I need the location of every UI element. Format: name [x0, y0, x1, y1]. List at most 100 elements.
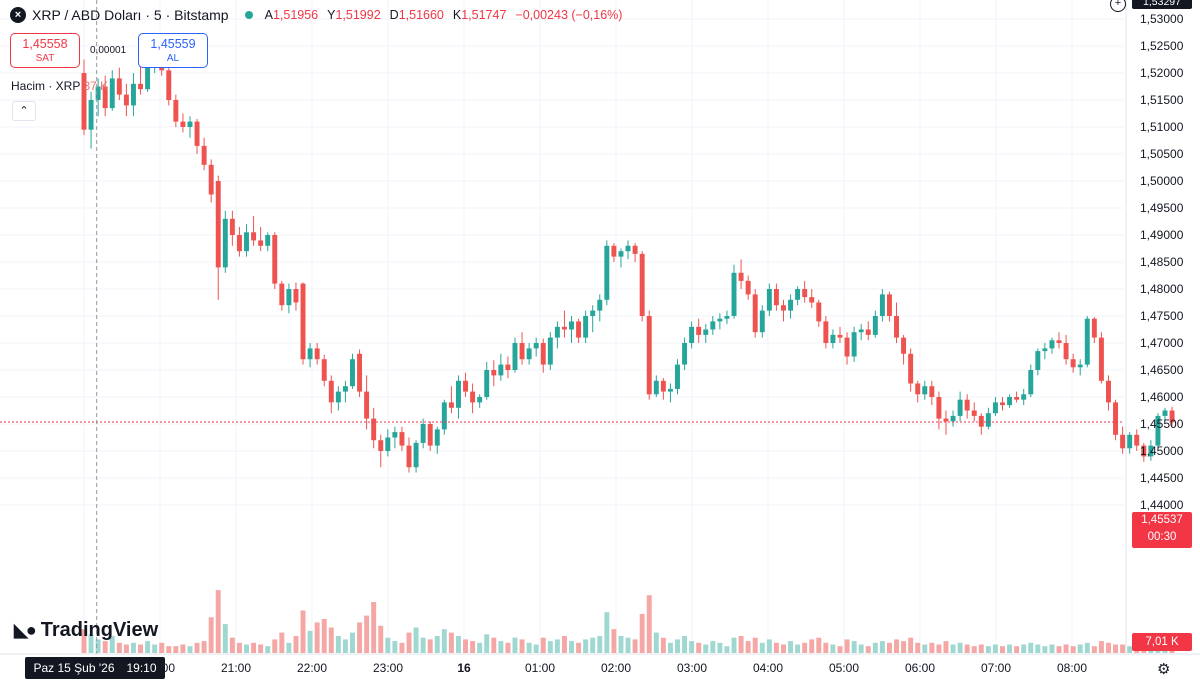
x-close-icon[interactable]: × [10, 7, 26, 23]
tradingview-logo[interactable]: ◣● TradingView [14, 619, 158, 642]
candle-body [816, 302, 822, 322]
volume-bar [618, 636, 624, 653]
crosshair-time-label: Paz 15 Şub '26 19:10 [25, 657, 165, 679]
volume-bar [1042, 646, 1048, 653]
chevron-up-icon[interactable]: ⌃ [12, 101, 36, 121]
candle-body [350, 359, 355, 387]
gear-icon[interactable]: ⚙ [1157, 661, 1171, 678]
candle-body [604, 245, 610, 300]
candle-body [1120, 434, 1126, 449]
volume-bar [590, 637, 596, 653]
candle-body [1162, 410, 1168, 416]
volume-bar [950, 644, 956, 653]
volume-bar [865, 646, 871, 653]
candle-body [519, 343, 525, 360]
candle-body [809, 297, 815, 303]
volume-bar [300, 610, 306, 653]
candle-body [420, 424, 426, 443]
candle-body [964, 399, 970, 411]
plus-icon[interactable]: + [1110, 0, 1126, 12]
volume-bar [293, 636, 299, 653]
volume-bar [985, 646, 991, 653]
candle-body [1155, 415, 1161, 446]
time-tick-label: 04:00 [753, 661, 783, 675]
candle-body [1134, 434, 1140, 446]
volume-bar [116, 642, 122, 653]
candle-body [597, 299, 603, 311]
candle-body [788, 299, 794, 311]
candle-body [780, 305, 786, 311]
candle-body [215, 181, 221, 268]
candle-body [378, 440, 384, 451]
candle-body [724, 316, 730, 319]
volume-bar [696, 642, 702, 653]
candle-body [173, 100, 179, 122]
candle-body [1077, 364, 1083, 368]
volume-bar [894, 639, 899, 653]
candle-body [385, 437, 391, 451]
time-tick-label: 01:00 [525, 661, 555, 675]
candle-body [1169, 410, 1175, 423]
symbol-legend[interactable]: × XRP / ABD Doları · 5 · Bitstamp A1,519… [10, 7, 622, 23]
candle-body [81, 73, 87, 130]
candle-body [971, 410, 977, 416]
volume-bar [258, 644, 264, 653]
candle-body [498, 364, 504, 376]
volume-bar [152, 644, 158, 653]
volume-bar [335, 636, 341, 653]
volume-bar [279, 632, 285, 653]
volume-bar [978, 644, 984, 653]
volume-bar [463, 639, 469, 653]
volume-bar [872, 642, 878, 653]
candle-body [717, 318, 723, 322]
candle-body [576, 321, 582, 338]
candles [81, 54, 1175, 473]
candle-body [879, 294, 885, 316]
candle-body [130, 83, 136, 106]
sell-button[interactable]: 1,45558 SAT [10, 33, 80, 68]
volume-bar [505, 642, 511, 653]
volume-bar [272, 639, 278, 653]
candle-body [328, 380, 334, 403]
volume-bar [752, 637, 758, 653]
tradingview-logo-icon: ◣● [14, 620, 37, 640]
volume-bar [1077, 644, 1083, 653]
volume-bar [922, 644, 928, 653]
candle-body [1113, 402, 1119, 435]
volume-bar [364, 615, 370, 653]
candle-body [145, 64, 151, 90]
price-tick-label: 1,50500 [1140, 147, 1184, 161]
candle-body [646, 316, 652, 395]
candle-body [611, 245, 617, 257]
price-tick-label: 1,47000 [1140, 336, 1184, 350]
candle-body [1141, 445, 1147, 457]
candle-body [950, 415, 956, 422]
candle-body [293, 289, 299, 303]
candle-body [236, 235, 242, 252]
volume-legend[interactable]: Hacim · XRP 37 K [11, 79, 108, 93]
candle-body [851, 332, 857, 357]
candle-body [886, 294, 892, 316]
volume-bar [1120, 644, 1126, 653]
volume-bar [321, 619, 327, 653]
price-tick-label: 1,44000 [1140, 498, 1184, 512]
volume-bar [1021, 644, 1027, 653]
time-tick-label: 07:00 [981, 661, 1011, 675]
candle-body [682, 343, 688, 365]
volume-bar [512, 637, 518, 653]
candle-body [463, 380, 469, 392]
ohlc-low: D1,51660 [389, 8, 444, 22]
candle-body [102, 86, 108, 109]
volume-bar [576, 642, 582, 653]
candle-body [660, 380, 666, 392]
symbol-title[interactable]: XRP / ABD Doları · 5 · Bitstamp [32, 7, 229, 23]
volume-bar [1169, 649, 1175, 653]
spread-value: 0,00001 [90, 45, 127, 56]
volume-bar [357, 622, 363, 653]
volume-bar [971, 646, 977, 653]
buy-button[interactable]: 1,45559 AL [138, 33, 208, 68]
candle-body [936, 397, 942, 419]
price-tick-label: 1,44500 [1140, 471, 1184, 485]
candle-body [116, 78, 122, 95]
